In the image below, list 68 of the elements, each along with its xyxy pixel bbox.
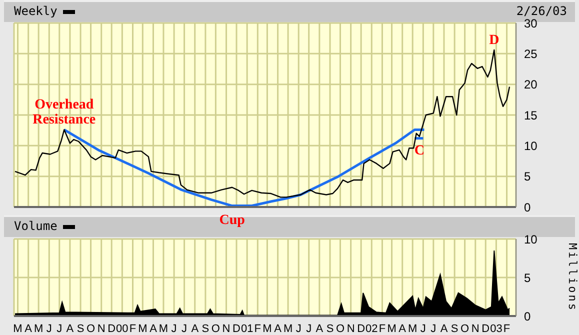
x-tick-label: F	[254, 322, 262, 335]
x-tick-label: A	[66, 322, 74, 335]
y-axis-title: Millions	[566, 243, 579, 312]
y-tick-label: 5	[524, 170, 531, 184]
chart-title: Volume	[14, 219, 58, 233]
annotation: D	[489, 32, 500, 48]
x-tick-label: D	[232, 322, 241, 335]
x-tick-label: N	[471, 322, 480, 335]
x-tick-label: F	[503, 322, 510, 335]
y-tick-label: 0	[524, 200, 531, 214]
y-tick-label: 25	[524, 46, 538, 61]
x-tick-label: S	[450, 322, 458, 335]
text: 2/26/03	[516, 4, 567, 18]
x-tick-label: A	[316, 322, 324, 335]
x-tick-label: O	[211, 322, 220, 335]
y-tick-label: 10	[524, 138, 538, 153]
x-tick-label: J	[46, 322, 52, 335]
x-tick-label: A	[150, 322, 158, 335]
y-tick-label: 0	[524, 309, 531, 324]
line-series	[14, 49, 510, 198]
x-tick-label: N	[346, 322, 355, 335]
x-tick-label: J	[296, 322, 302, 335]
x-tick-label: N	[97, 322, 106, 335]
x-tick-label: M	[283, 322, 293, 335]
x-tick-label: J	[182, 322, 188, 335]
x-tick-label: S	[202, 322, 210, 335]
x-tick-label: D	[482, 322, 490, 335]
x-tick-label: F	[378, 322, 386, 335]
x-tick-label: D	[108, 322, 116, 335]
x-tick-label: 01	[240, 322, 254, 335]
chart-title: Weekly	[14, 4, 58, 18]
x-tick-label: 00	[116, 322, 128, 335]
x-tick-label: F	[129, 322, 136, 335]
x-tick-label: O	[86, 322, 96, 335]
y-tick-label: 5	[524, 270, 531, 285]
y-tick-label: 30	[524, 16, 538, 30]
x-tick-label: O	[460, 322, 470, 335]
x-tick-label: A	[440, 322, 448, 335]
x-tick-label: M	[138, 322, 148, 335]
x-tick-label: M	[408, 322, 418, 335]
annotation: C	[414, 143, 424, 158]
x-tick-label: J	[420, 322, 426, 335]
x-tick-label: A	[274, 322, 282, 335]
x-tick-label: M	[13, 322, 22, 335]
x-tick-label: A	[191, 322, 200, 335]
y-tick-label: 10	[524, 232, 538, 246]
x-tick-label: J	[171, 322, 177, 335]
y-tick-label: 20	[524, 78, 538, 92]
x-tick-label: S	[326, 322, 334, 335]
x-tick-label: 03	[490, 322, 502, 335]
annotation: Cup	[219, 212, 246, 228]
x-tick-label: 02	[366, 322, 378, 335]
line-series	[62, 128, 426, 207]
x-tick-label: M	[34, 322, 44, 335]
x-tick-label: J	[430, 322, 436, 335]
x-tick-label: D	[357, 322, 366, 335]
x-tick-label: M	[158, 322, 168, 335]
x-tick-label: N	[222, 322, 230, 335]
x-tick-label: M	[262, 322, 272, 335]
x-tick-label: A	[24, 322, 33, 335]
x-tick-label: S	[76, 322, 84, 335]
x-tick-label: J	[56, 322, 62, 335]
x-tick-label: M	[387, 322, 396, 335]
y-tick-label: 15	[524, 108, 538, 122]
x-tick-label: A	[398, 322, 407, 335]
x-tick-label: O	[336, 322, 345, 335]
x-tick-label: J	[306, 322, 312, 335]
annotation: Overhead Resistance	[32, 98, 96, 128]
